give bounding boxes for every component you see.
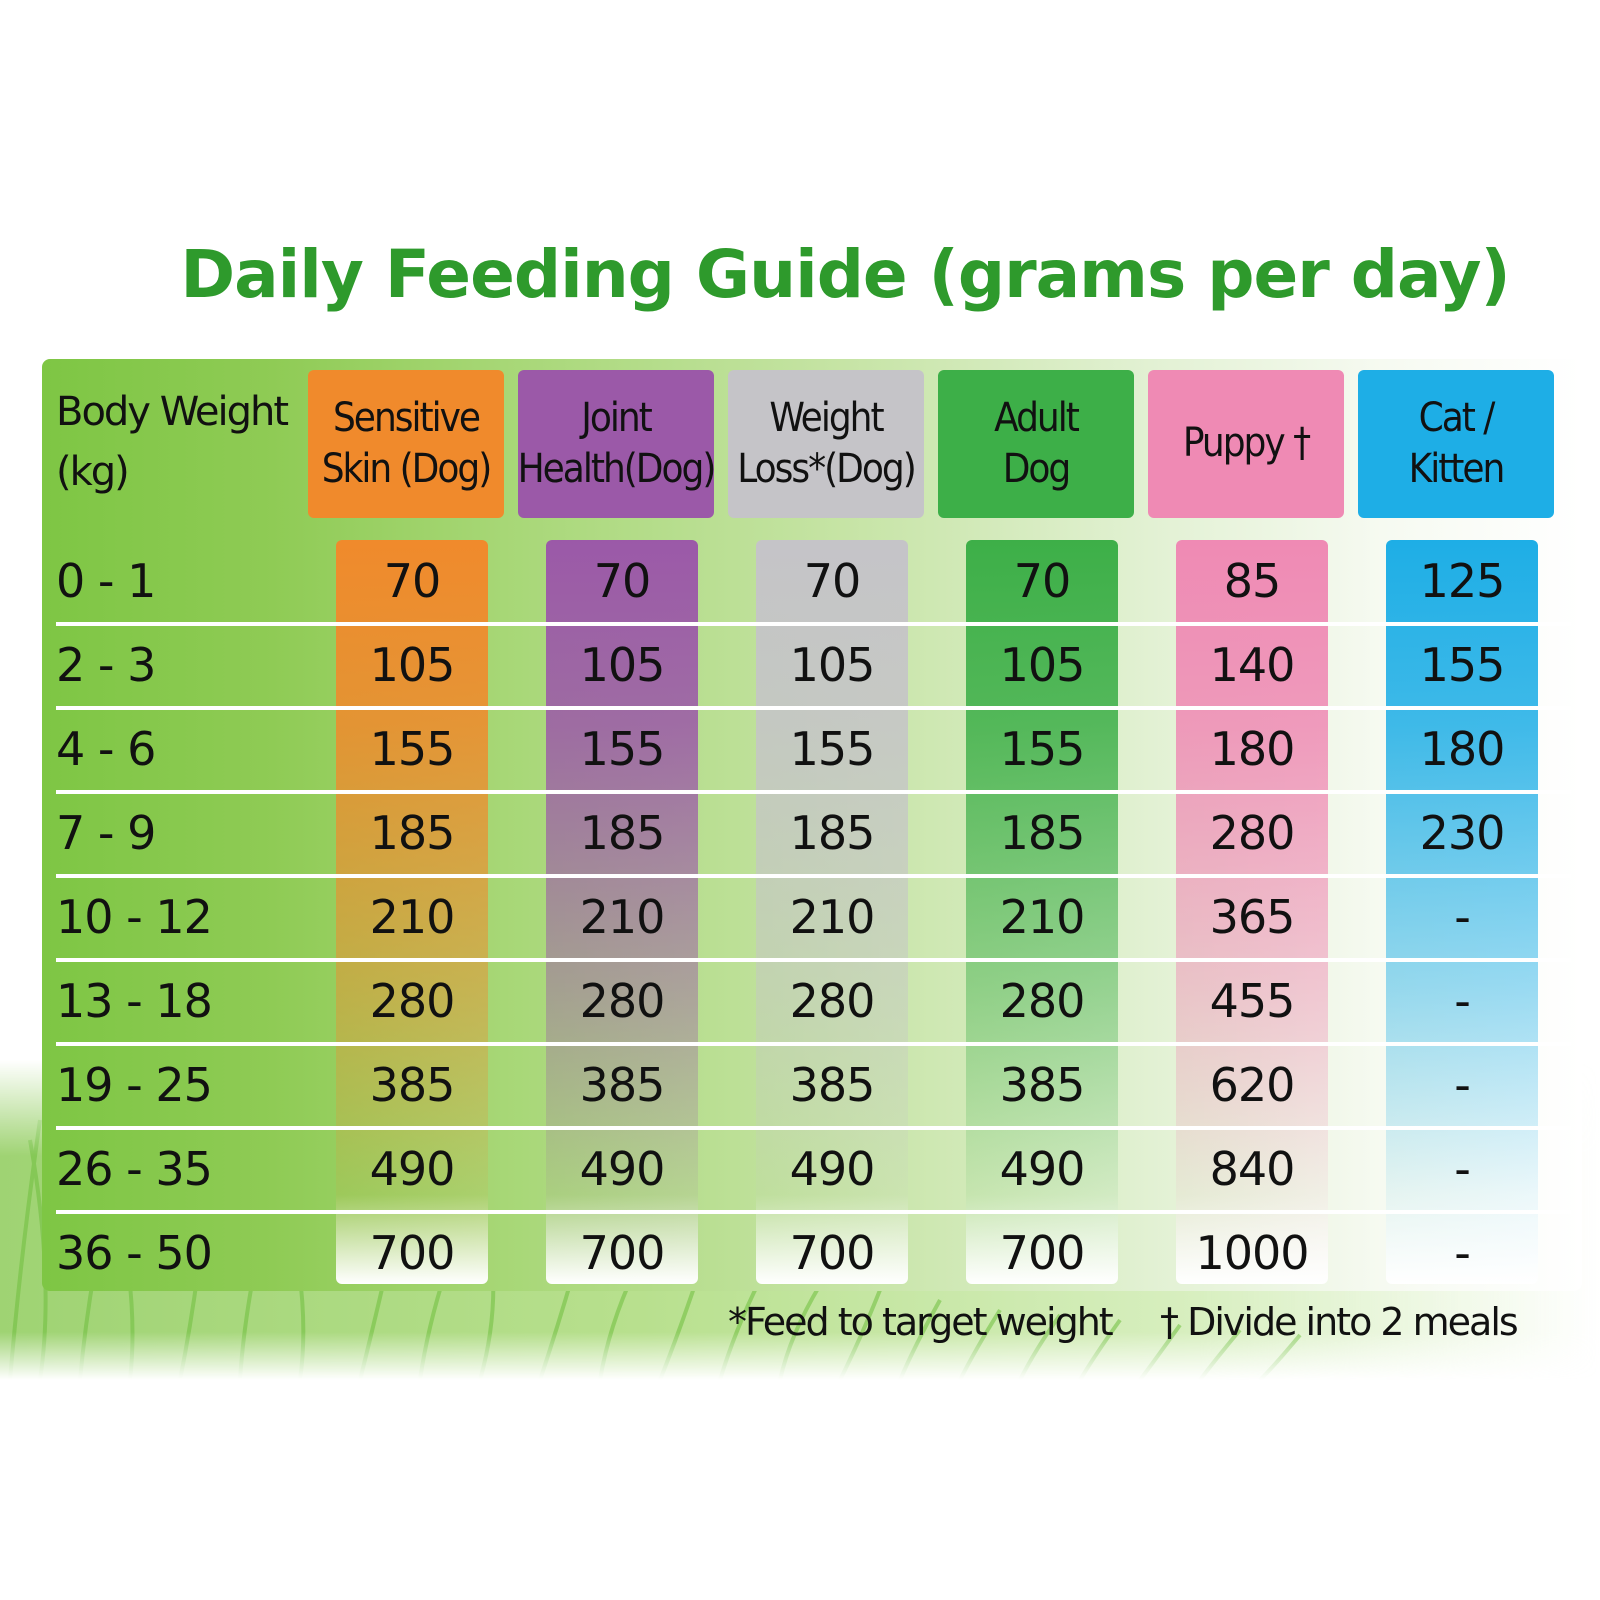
value-cell-puppy: 840 (1209, 1142, 1296, 1196)
column-header-weight-loss: Weight Loss*(Dog) (728, 370, 924, 518)
value-cell-sensitive-skin: 280 (369, 974, 456, 1028)
value-cell-adult-dog: 700 (999, 1226, 1086, 1280)
row-divider (56, 958, 1571, 962)
column-bar-sensitive-skin (336, 540, 488, 1284)
value-cell-sensitive-skin: 70 (383, 554, 442, 608)
value-cell-joint-health: 70 (593, 554, 652, 608)
value-cell-adult-dog: 210 (999, 890, 1086, 944)
row-divider (56, 622, 1571, 626)
value-cell-puppy: 180 (1209, 722, 1296, 776)
weight-cell: 0 - 1 (56, 554, 156, 608)
weight-cell: 36 - 50 (56, 1226, 213, 1280)
value-cell-weight-loss: 105 (789, 638, 876, 692)
value-cell-sensitive-skin: 490 (369, 1142, 456, 1196)
value-cell-puppy: 140 (1209, 638, 1296, 692)
divide-meals-note: † Divide into 2 meals (1160, 1300, 1519, 1344)
value-cell-sensitive-skin: 385 (369, 1058, 456, 1112)
value-cell-weight-loss: 490 (789, 1142, 876, 1196)
value-cell-adult-dog: 280 (999, 974, 1086, 1028)
value-cell-cat-kitten: 125 (1419, 554, 1506, 608)
column-bar-joint-health (546, 540, 698, 1284)
value-cell-cat-kitten: - (1454, 1058, 1471, 1112)
value-cell-joint-health: 280 (579, 974, 666, 1028)
column-header-cat-kitten: Cat / Kitten (1358, 370, 1554, 518)
value-cell-cat-kitten: - (1454, 1142, 1471, 1196)
value-cell-puppy: 85 (1223, 554, 1282, 608)
value-cell-adult-dog: 490 (999, 1142, 1086, 1196)
value-cell-adult-dog: 155 (999, 722, 1086, 776)
weight-cell: 26 - 35 (56, 1142, 213, 1196)
value-cell-joint-health: 490 (579, 1142, 666, 1196)
value-cell-puppy: 455 (1209, 974, 1296, 1028)
value-cell-puppy: 365 (1209, 890, 1296, 944)
value-cell-sensitive-skin: 185 (369, 806, 456, 860)
value-cell-weight-loss: 280 (789, 974, 876, 1028)
value-cell-puppy: 620 (1209, 1058, 1296, 1112)
value-cell-puppy: 280 (1209, 806, 1296, 860)
value-cell-adult-dog: 185 (999, 806, 1086, 860)
body-weight-header: Body Weight (kg) (56, 389, 289, 495)
value-cell-joint-health: 185 (579, 806, 666, 860)
weight-cell: 10 - 12 (56, 890, 213, 944)
weight-cell: 4 - 6 (56, 722, 156, 776)
column-bar-puppy (1176, 540, 1328, 1284)
column-header-joint-health: Joint Health(Dog) (518, 370, 716, 518)
value-cell-weight-loss: 700 (789, 1226, 876, 1280)
column-bar-adult-dog (966, 540, 1118, 1284)
value-cell-sensitive-skin: 105 (369, 638, 456, 692)
value-cell-cat-kitten: - (1454, 890, 1471, 944)
row-divider (56, 706, 1571, 710)
value-cell-sensitive-skin: 700 (369, 1226, 456, 1280)
value-cell-cat-kitten: 155 (1419, 638, 1506, 692)
value-cell-joint-health: 105 (579, 638, 666, 692)
weight-cell: 19 - 25 (56, 1058, 213, 1112)
target-weight-note: *Feed to target weight (728, 1300, 1114, 1344)
value-cell-joint-health: 155 (579, 722, 666, 776)
value-cell-adult-dog: 385 (999, 1058, 1086, 1112)
column-header-sensitive-skin: Sensitive Skin (Dog) (308, 370, 504, 518)
value-cell-weight-loss: 185 (789, 806, 876, 860)
row-divider (56, 874, 1571, 878)
value-cell-joint-health: 385 (579, 1058, 666, 1112)
column-header-adult-dog: Adult Dog (938, 370, 1134, 518)
value-cell-adult-dog: 70 (1013, 554, 1072, 608)
row-divider (56, 1210, 1571, 1214)
column-header-puppy: Puppy † (1148, 370, 1344, 518)
page-title: Daily Feeding Guide (grams per day) (180, 236, 1510, 313)
value-cell-sensitive-skin: 155 (369, 722, 456, 776)
value-cell-cat-kitten: - (1454, 974, 1471, 1028)
column-bar-cat-kitten (1386, 540, 1538, 1284)
value-cell-weight-loss: 210 (789, 890, 876, 944)
value-cell-weight-loss: 70 (803, 554, 862, 608)
value-cell-cat-kitten: 230 (1419, 806, 1506, 860)
weight-cell: 7 - 9 (56, 806, 156, 860)
value-cell-sensitive-skin: 210 (369, 890, 456, 944)
value-cell-cat-kitten: - (1454, 1226, 1471, 1280)
weight-cell: 13 - 18 (56, 974, 213, 1028)
value-cell-adult-dog: 105 (999, 638, 1086, 692)
value-cell-joint-health: 700 (579, 1226, 666, 1280)
value-cell-joint-health: 210 (579, 890, 666, 944)
row-divider (56, 1042, 1571, 1046)
weight-cell: 2 - 3 (56, 638, 156, 692)
value-cell-puppy: 1000 (1195, 1226, 1309, 1280)
value-cell-weight-loss: 385 (789, 1058, 876, 1112)
column-bar-weight-loss (756, 540, 908, 1284)
value-cell-weight-loss: 155 (789, 722, 876, 776)
row-divider (56, 790, 1571, 794)
value-cell-cat-kitten: 180 (1419, 722, 1506, 776)
row-divider (56, 1126, 1571, 1130)
